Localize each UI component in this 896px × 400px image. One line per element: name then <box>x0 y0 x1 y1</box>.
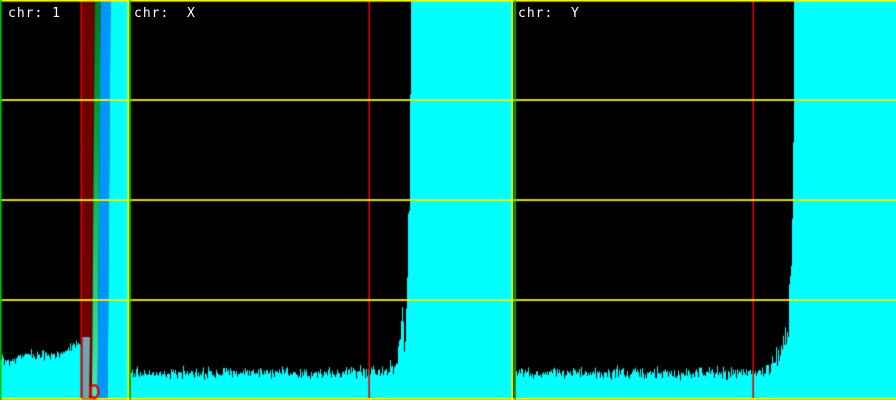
panel-label-chr-x: chr: X <box>134 6 196 21</box>
panel-label-chr-1: chr: 1 <box>8 6 61 21</box>
panel-label-chr-y: chr: Y <box>518 6 580 21</box>
